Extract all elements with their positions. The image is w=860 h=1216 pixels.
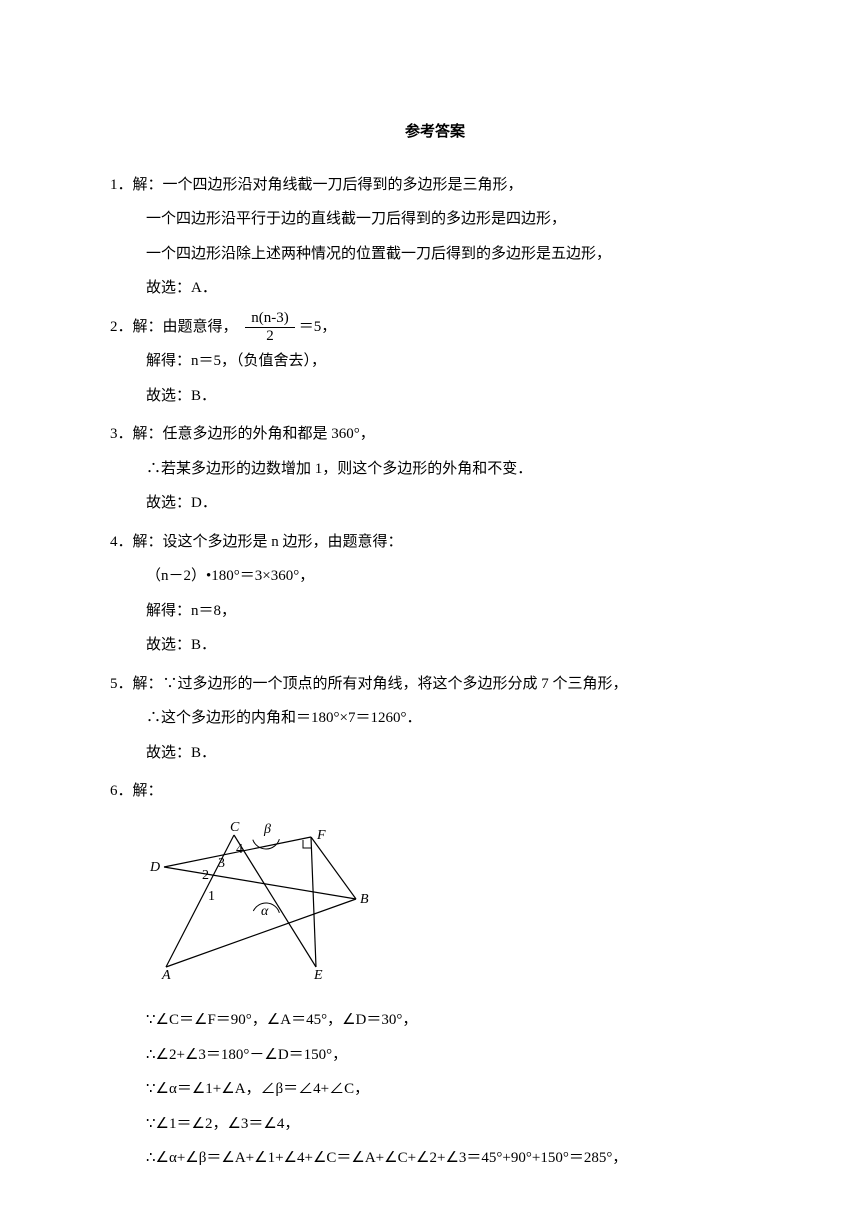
- problem-2: 2．解：由题意得， n(n-3) 2 ＝5， 解得：n＝5，（负值舍去）， 故选…: [110, 310, 760, 414]
- p1-line1: 1．解：一个四边形沿对角线截一刀后得到的多边形是三角形，: [110, 168, 760, 203]
- p3-line2: ∴若某多边形的边数增加 1，则这个多边形的外角和不变．: [146, 452, 760, 487]
- p2-line2: 解得：n＝5，（负值舍去），: [146, 344, 760, 379]
- svg-text:B: B: [360, 892, 369, 907]
- p6-line5: ∵∠1＝∠2，∠3＝∠4，: [146, 1107, 760, 1142]
- geometry-diagram: A B C D E Fα β 1 234: [146, 817, 760, 996]
- page-title: 参考答案: [110, 115, 760, 150]
- svg-text:α: α: [261, 904, 269, 919]
- fraction-icon: n(n-3) 2: [245, 310, 295, 344]
- problem-6: 6．解： A B C D E Fα β 1 234 ∵∠C＝∠F＝90°，∠A＝45°，∠D＝3…: [110, 774, 760, 1176]
- svg-text:D: D: [149, 860, 160, 875]
- p6-line3: ∴∠2+∠3＝180°－∠D＝150°，: [146, 1038, 760, 1073]
- p3-line1: 3．解：任意多边形的外角和都是 360°，: [110, 417, 760, 452]
- p3-line3: 故选：D．: [146, 486, 760, 521]
- svg-text:E: E: [313, 968, 323, 982]
- problem-5: 5．解：∵过多边形的一个顶点的所有对角线，将这个多边形分成 7 个三角形， ∴这…: [110, 667, 760, 771]
- p2-line3: 故选：B．: [146, 379, 760, 414]
- p6-line6: ∴∠α+∠β＝∠A+∠1+∠4+∠C＝∠A+∠C+∠2+∠3＝45°+90°+1…: [146, 1141, 760, 1176]
- svg-text:A: A: [161, 968, 171, 982]
- problem-4: 4．解：设这个多边形是 n 边形，由题意得： （n－2）•180°＝3×360°…: [110, 525, 760, 663]
- p6-line1: 6．解：: [110, 774, 760, 809]
- p5-line1: 5．解：∵过多边形的一个顶点的所有对角线，将这个多边形分成 7 个三角形，: [110, 667, 760, 702]
- p1-line2: 一个四边形沿平行于边的直线截一刀后得到的多边形是四边形，: [146, 202, 760, 237]
- p6-line4: ∵∠α＝∠1+∠A，∠β＝∠4+∠C，: [146, 1072, 760, 1107]
- p4-line1: 4．解：设这个多边形是 n 边形，由题意得：: [110, 525, 760, 560]
- svg-text:β: β: [263, 822, 271, 837]
- svg-text:F: F: [316, 828, 326, 843]
- problem-3: 3．解：任意多边形的外角和都是 360°， ∴若某多边形的边数增加 1，则这个多…: [110, 417, 760, 521]
- svg-text:C: C: [230, 820, 240, 835]
- p2-line1: 2．解：由题意得， n(n-3) 2 ＝5，: [110, 310, 760, 345]
- p1-line4: 故选：A．: [146, 271, 760, 306]
- svg-text:4: 4: [236, 842, 243, 857]
- svg-text:2: 2: [202, 868, 209, 883]
- svg-text:3: 3: [218, 856, 225, 871]
- p1-line3: 一个四边形沿除上述两种情况的位置截一刀后得到的多边形是五边形，: [146, 237, 760, 272]
- p4-line2: （n－2）•180°＝3×360°，: [146, 559, 760, 594]
- problem-1: 1．解：一个四边形沿对角线截一刀后得到的多边形是三角形， 一个四边形沿平行于边的…: [110, 168, 760, 306]
- p6-line2: ∵∠C＝∠F＝90°，∠A＝45°，∠D＝30°，: [146, 1003, 760, 1038]
- svg-text:1: 1: [208, 889, 215, 904]
- p4-line4: 故选：B．: [146, 628, 760, 663]
- p4-line3: 解得：n＝8，: [146, 594, 760, 629]
- p5-line2: ∴这个多边形的内角和＝180°×7＝1260°．: [146, 701, 760, 736]
- p5-line3: 故选：B．: [146, 736, 760, 771]
